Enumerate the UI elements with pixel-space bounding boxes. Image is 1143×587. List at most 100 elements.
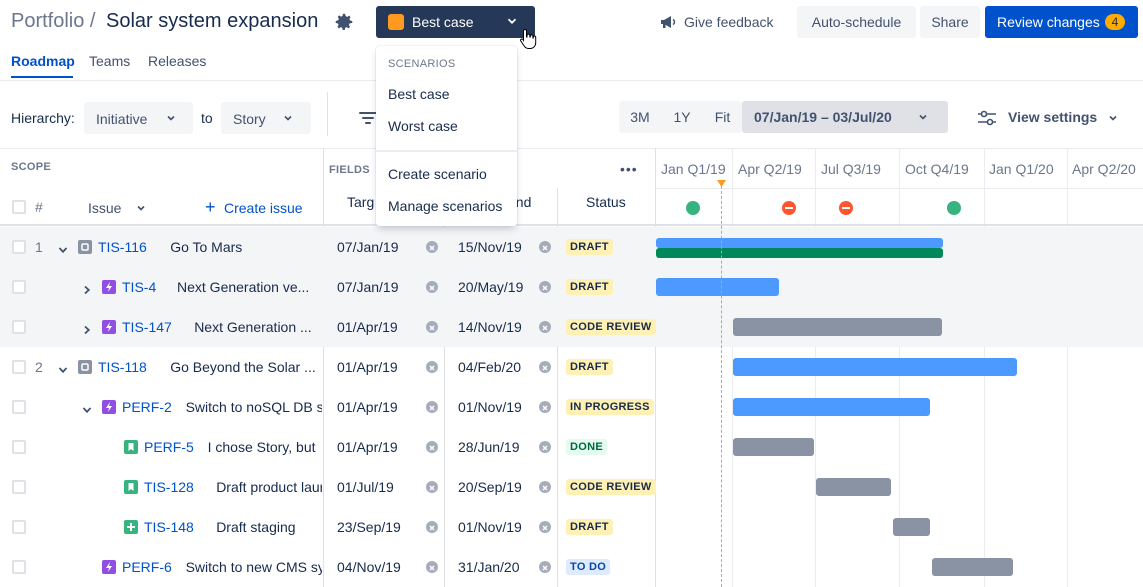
clear-end-icon[interactable] bbox=[539, 561, 551, 573]
release-blocked-icon[interactable] bbox=[782, 201, 796, 215]
chevron-down-icon[interactable] bbox=[58, 362, 68, 374]
target-start-date[interactable]: 04/Nov/19 bbox=[337, 559, 401, 575]
release-marker-icon[interactable] bbox=[686, 201, 700, 215]
target-end-date[interactable]: 15/Nov/19 bbox=[458, 239, 522, 255]
hierarchy-to-select[interactable]: Story bbox=[221, 102, 311, 134]
view-settings-button[interactable]: View settings bbox=[1008, 109, 1098, 125]
give-feedback-button[interactable]: Give feedback bbox=[684, 14, 774, 30]
row-checkbox[interactable] bbox=[12, 320, 26, 334]
menu-item-create-scenario[interactable]: Create scenario bbox=[388, 166, 487, 182]
target-end-date[interactable]: 01/Nov/19 bbox=[458, 399, 522, 415]
table-row[interactable] bbox=[0, 387, 655, 427]
clear-end-icon[interactable] bbox=[539, 481, 551, 493]
table-row[interactable] bbox=[0, 427, 655, 467]
issue-key-link[interactable]: TIS-147 bbox=[122, 319, 172, 335]
chevron-down-icon[interactable] bbox=[82, 402, 92, 414]
clear-start-icon[interactable] bbox=[426, 401, 438, 413]
clear-end-icon[interactable] bbox=[539, 441, 551, 453]
schedule-bar[interactable] bbox=[932, 558, 1013, 576]
target-start-date[interactable]: 01/Apr/19 bbox=[337, 319, 398, 335]
auto-schedule-button[interactable]: Auto-schedule bbox=[797, 6, 916, 38]
schedule-bar[interactable] bbox=[733, 318, 942, 336]
target-end-date[interactable]: 01/Nov/19 bbox=[458, 519, 522, 535]
clear-start-icon[interactable] bbox=[426, 481, 438, 493]
filter-icon[interactable] bbox=[359, 111, 377, 125]
menu-item-best-case[interactable]: Best case bbox=[388, 86, 450, 102]
clear-start-icon[interactable] bbox=[426, 521, 438, 533]
gear-icon[interactable] bbox=[333, 11, 355, 33]
hierarchy-from-select[interactable]: Initiative bbox=[84, 102, 193, 134]
schedule-bar[interactable] bbox=[733, 398, 930, 416]
select-all-checkbox[interactable] bbox=[12, 200, 26, 214]
issue-column-header[interactable]: Issue bbox=[88, 200, 122, 216]
issue-key-link[interactable]: TIS-116 bbox=[98, 239, 147, 255]
issue-key-link[interactable]: PERF-2 bbox=[122, 399, 172, 415]
target-start-date[interactable]: 23/Sep/19 bbox=[337, 519, 401, 535]
issue-key-link[interactable]: PERF-5 bbox=[144, 439, 194, 455]
clear-start-icon[interactable] bbox=[426, 441, 438, 453]
table-row[interactable] bbox=[0, 547, 655, 587]
release-blocked-icon[interactable] bbox=[839, 201, 853, 215]
target-start-date[interactable]: 07/Jan/19 bbox=[337, 239, 399, 255]
target-end-date[interactable]: 14/Nov/19 bbox=[458, 319, 522, 335]
target-end-date[interactable]: 28/Jun/19 bbox=[458, 439, 520, 455]
row-checkbox[interactable] bbox=[12, 480, 26, 494]
date-range-select[interactable]: 07/Jan/19 – 03/Jul/20 bbox=[742, 101, 948, 133]
chevron-right-icon[interactable] bbox=[82, 322, 92, 335]
row-checkbox[interactable] bbox=[12, 280, 26, 294]
clear-end-icon[interactable] bbox=[539, 321, 551, 333]
zoom-fit-button[interactable]: Fit bbox=[714, 109, 731, 125]
clear-start-icon[interactable] bbox=[426, 321, 438, 333]
target-end-date[interactable]: 20/May/19 bbox=[458, 279, 524, 295]
schedule-bar[interactable] bbox=[816, 478, 891, 496]
scenario-dropdown-button[interactable]: Best case bbox=[376, 6, 535, 38]
breadcrumb-portfolio[interactable]: Portfolio / bbox=[11, 10, 96, 32]
clear-end-icon[interactable] bbox=[539, 361, 551, 373]
issue-key-link[interactable]: TIS-4 bbox=[122, 279, 157, 295]
table-row[interactable] bbox=[0, 267, 655, 307]
row-checkbox[interactable] bbox=[12, 360, 26, 374]
table-row[interactable] bbox=[0, 507, 655, 547]
row-checkbox[interactable] bbox=[12, 240, 26, 254]
target-start-date[interactable]: 07/Jan/19 bbox=[337, 279, 399, 295]
target-start-date[interactable]: 01/Jul/19 bbox=[337, 479, 394, 495]
zoom-1y-button[interactable]: 1Y bbox=[673, 109, 691, 125]
clear-start-icon[interactable] bbox=[426, 241, 438, 253]
row-checkbox[interactable] bbox=[12, 520, 26, 534]
issue-key-link[interactable]: TIS-148 bbox=[144, 519, 194, 535]
schedule-bar[interactable] bbox=[733, 438, 814, 456]
target-start-date[interactable]: 01/Apr/19 bbox=[337, 439, 398, 455]
chevron-down-icon[interactable] bbox=[58, 242, 68, 254]
review-changes-button[interactable]: Review changes 4 bbox=[985, 6, 1138, 38]
row-checkbox[interactable] bbox=[12, 400, 26, 414]
issue-key-link[interactable]: TIS-128 bbox=[144, 479, 194, 495]
more-options-button[interactable]: ••• bbox=[620, 161, 638, 177]
schedule-bar[interactable] bbox=[733, 358, 1017, 376]
zoom-3m-button[interactable]: 3M bbox=[630, 109, 650, 125]
target-end-date[interactable]: 04/Feb/20 bbox=[458, 359, 522, 375]
clear-start-icon[interactable] bbox=[426, 281, 438, 293]
clear-end-icon[interactable] bbox=[539, 241, 551, 253]
share-button[interactable]: Share bbox=[920, 6, 980, 38]
schedule-bar[interactable] bbox=[656, 248, 943, 258]
clear-end-icon[interactable] bbox=[539, 521, 551, 533]
row-checkbox[interactable] bbox=[12, 560, 26, 574]
target-start-date[interactable]: 01/Apr/19 bbox=[337, 399, 398, 415]
issue-key-link[interactable]: PERF-6 bbox=[122, 559, 172, 575]
schedule-bar[interactable] bbox=[656, 278, 779, 296]
tab-releases[interactable]: Releases bbox=[148, 53, 207, 69]
issue-key-link[interactable]: TIS-118 bbox=[98, 359, 147, 375]
clear-end-icon[interactable] bbox=[539, 401, 551, 413]
chevron-right-icon[interactable] bbox=[82, 282, 92, 295]
row-checkbox[interactable] bbox=[12, 440, 26, 454]
release-marker-icon[interactable] bbox=[947, 201, 961, 215]
schedule-bar[interactable] bbox=[893, 518, 930, 536]
table-row[interactable] bbox=[0, 467, 655, 507]
menu-item-manage-scenarios[interactable]: Manage scenarios bbox=[388, 198, 503, 214]
schedule-bar[interactable] bbox=[656, 238, 943, 248]
tab-roadmap[interactable]: Roadmap bbox=[11, 53, 75, 69]
tab-teams[interactable]: Teams bbox=[89, 53, 131, 69]
target-end-date[interactable]: 31/Jan/20 bbox=[458, 559, 520, 575]
menu-item-worst-case[interactable]: Worst case bbox=[388, 118, 458, 134]
clear-start-icon[interactable] bbox=[426, 361, 438, 373]
